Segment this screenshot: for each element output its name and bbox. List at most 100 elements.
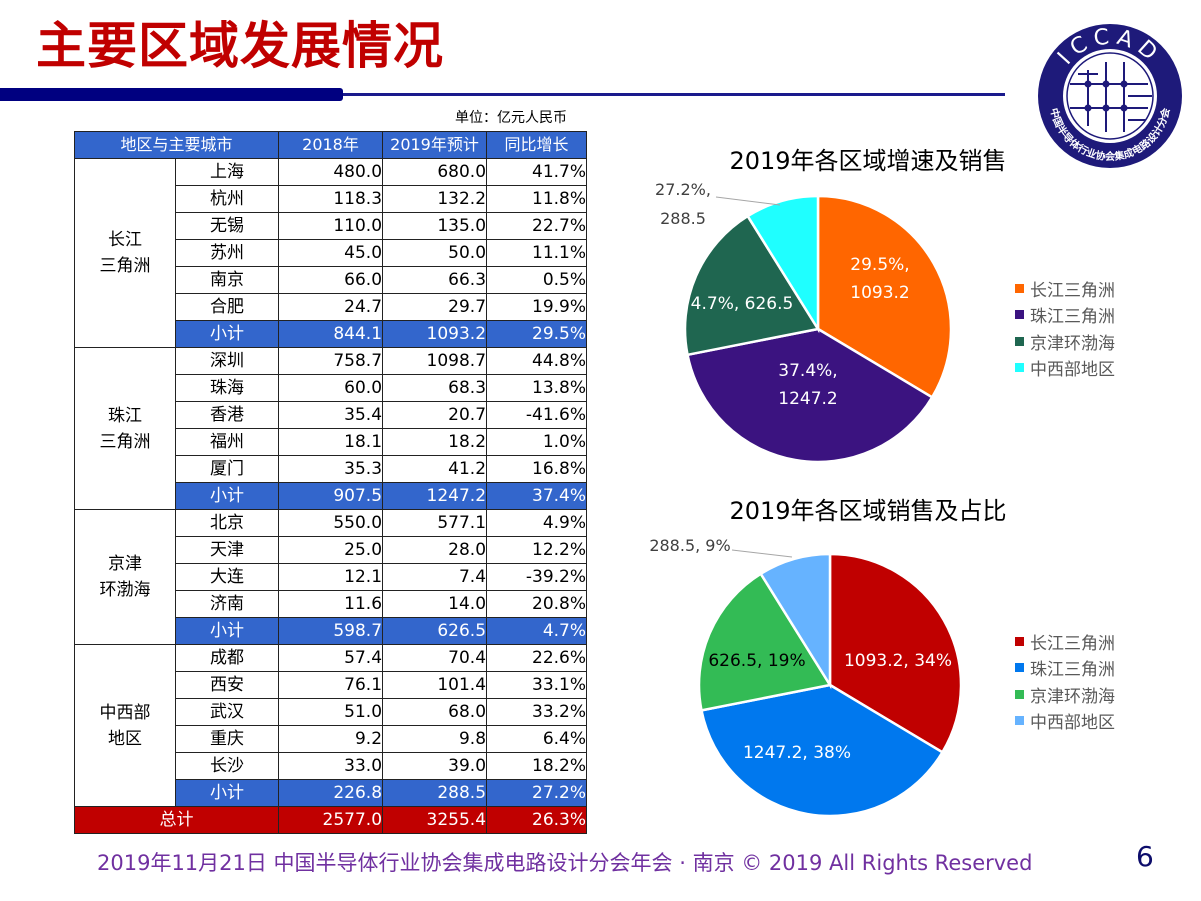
city-cell: 大连 xyxy=(174,563,280,591)
value-2019-cell: 101.4 xyxy=(382,671,488,699)
subtotal-label: 小计 xyxy=(174,482,280,510)
city-cell: 深圳 xyxy=(174,347,280,375)
chart-legend: 长江三角洲 珠江三角洲 京津环渤海 中西部地区 xyxy=(1015,628,1115,734)
legend-item: 中西部地区 xyxy=(1015,708,1115,735)
chart-title: 2019年各区域销售及占比 xyxy=(729,497,1007,525)
value-2018-cell: 907.5 xyxy=(278,482,384,510)
legend-item: 珠江三角洲 xyxy=(1015,655,1115,682)
region-name-line: 环渤海 xyxy=(99,580,151,600)
table-row: 重庆 9.2 9.8 6.4% xyxy=(75,725,588,753)
value-2019-cell: 18.2 xyxy=(382,428,488,456)
title-underline-thick xyxy=(0,88,343,101)
legend-swatch xyxy=(1015,689,1024,699)
growth-cell: 44.8% xyxy=(486,347,588,375)
pie-data-label: 288.5, 9% xyxy=(649,536,730,555)
growth-cell: 16.8% xyxy=(486,455,588,483)
pie-slice xyxy=(816,194,953,400)
growth-cell: 11.1% xyxy=(486,239,588,267)
value-2019-cell: 626.5 xyxy=(382,617,488,645)
city-cell: 珠海 xyxy=(174,374,280,402)
pie-data-label: 29.5%, xyxy=(850,255,909,275)
legend-item: 长江三角洲 xyxy=(1015,628,1115,655)
pie-slice xyxy=(745,194,820,334)
value-2019-cell: 68.0 xyxy=(382,698,488,726)
total-label: 总计 xyxy=(73,806,280,834)
pie-slice xyxy=(759,552,832,690)
subtotal-row: 小计 598.7 626.5 4.7% xyxy=(75,617,588,645)
region-cell: 京津 环渤海 xyxy=(74,509,176,645)
subtotal-row: 小计 907.5 1247.2 37.4% xyxy=(75,482,588,510)
value-2019-cell: 20.7 xyxy=(382,401,488,429)
value-2018-cell: 35.3 xyxy=(278,455,384,483)
page-number: 6 xyxy=(1136,840,1154,873)
growth-cell: 11.8% xyxy=(486,185,588,213)
value-2018-cell: 45.0 xyxy=(278,239,384,267)
pie-data-label: 1247.2, 38% xyxy=(743,743,851,763)
legend-swatch xyxy=(1015,310,1024,320)
table-row: 京津 环渤海 北京 550.0 577.1 4.9% xyxy=(74,509,588,645)
legend-label: 中西部地区 xyxy=(1030,713,1115,734)
table-row: 无锡 110.0 135.0 22.7% xyxy=(75,212,588,240)
pie-slice xyxy=(828,552,963,754)
legend-label: 长江三角洲 xyxy=(1030,633,1115,654)
table-row: 西安 76.1 101.4 33.1% xyxy=(75,671,588,699)
city-cell: 香港 xyxy=(174,401,280,429)
city-cell: 重庆 xyxy=(174,725,280,753)
value-2018-cell: 9.2 xyxy=(278,725,384,753)
region-cell: 长江 三角洲 xyxy=(74,158,176,348)
pie-data-label: 37.4%, xyxy=(778,361,837,381)
value-2019-cell: 132.2 xyxy=(382,185,488,213)
table-row: 珠海 60.0 68.3 13.8% xyxy=(75,374,588,402)
legend-swatch xyxy=(1015,336,1024,346)
pie-slice xyxy=(683,214,821,357)
region-name-line: 地区 xyxy=(108,728,142,749)
value-2018-cell: 844.1 xyxy=(278,320,384,348)
pie-data-label: 626.5, 19% xyxy=(708,651,805,671)
city-cell: 天津 xyxy=(174,536,280,564)
region-name-line: 三角洲 xyxy=(99,256,151,276)
pie-data-label: 1247.2 xyxy=(778,389,837,409)
growth-cell: 33.1% xyxy=(486,671,588,699)
iccad-logo: ICCAD 中国半导体行业协会集成电路设计分会 xyxy=(1038,24,1182,168)
value-2018-cell: 598.7 xyxy=(278,617,384,645)
table-row: 合肥 24.7 29.7 19.9% xyxy=(75,293,588,321)
city-cell: 杭州 xyxy=(174,185,280,213)
table-row: 大连 12.1 7.4 -39.2% xyxy=(75,563,588,591)
value-2019-cell: 1247.2 xyxy=(382,482,488,510)
column-header: 地区与主要城市 xyxy=(73,131,280,159)
value-2019-cell: 7.4 xyxy=(382,563,488,591)
value-2019-cell: 14.0 xyxy=(382,590,488,618)
legend-label: 京津环渤海 xyxy=(1030,333,1115,354)
page-title: 主要区域发展情况 xyxy=(36,17,444,75)
region-name-line: 三角洲 xyxy=(99,431,151,452)
city-cell: 苏州 xyxy=(174,239,280,267)
value-2019-cell: 3255.4 xyxy=(382,806,488,834)
value-2019-cell: 577.1 xyxy=(382,509,488,537)
pie-data-label: 1093.2 xyxy=(850,283,909,303)
chart-legend: 长江三角洲 珠江三角洲 京津环渤海 中西部地区 xyxy=(1015,275,1115,381)
growth-cell: 6.4% xyxy=(486,725,588,753)
value-2019-cell: 41.2 xyxy=(382,455,488,483)
total-row: 总计 2577.0 3255.4 26.3% xyxy=(73,806,588,834)
growth-cell: 0.5% xyxy=(486,266,588,294)
table-row: 杭州 118.3 132.2 11.8% xyxy=(75,185,588,213)
region-cell: 珠江 三角洲 xyxy=(74,347,176,510)
legend-swatch xyxy=(1015,716,1024,726)
table-row: 武汉 51.0 68.0 33.2% xyxy=(75,698,588,726)
pie-data-label: 1093.2, 34% xyxy=(844,651,952,671)
city-cell: 福州 xyxy=(174,428,280,456)
growth-cell: 4.9% xyxy=(486,509,588,537)
value-2018-cell: 57.4 xyxy=(278,644,384,672)
pie-slice xyxy=(700,683,945,818)
value-2018-cell: 25.0 xyxy=(278,536,384,564)
legend-swatch xyxy=(1015,363,1024,373)
value-2018-cell: 33.0 xyxy=(278,752,384,780)
region-name-line: 珠江 xyxy=(108,405,142,426)
legend-swatch xyxy=(1015,283,1024,293)
city-cell: 上海 xyxy=(174,158,280,186)
region-name-line: 中西部 xyxy=(99,702,151,723)
pie-leader-line xyxy=(715,196,781,206)
subtotal-row: 小计 844.1 1093.2 29.5% xyxy=(75,320,588,348)
subtotal-row: 小计 226.8 288.5 27.2% xyxy=(75,779,588,807)
table-row: 福州 18.1 18.2 1.0% xyxy=(75,428,588,456)
